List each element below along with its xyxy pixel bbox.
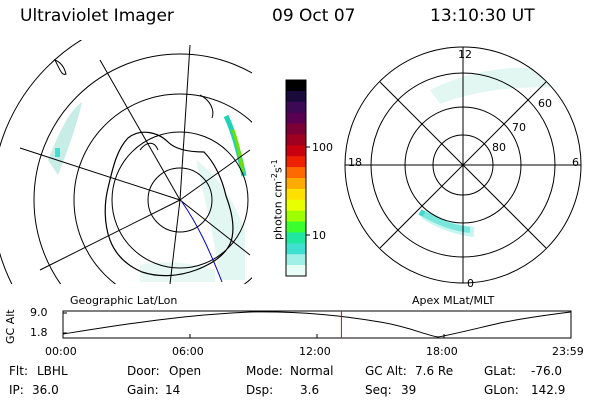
info-value: Open [169, 364, 202, 378]
meridian-lines [19, 44, 251, 284]
info-value: Normal [290, 364, 334, 378]
info-value: 36.0 [32, 383, 59, 397]
colorbar-band [286, 112, 306, 125]
unit-exp2: -1 [270, 159, 279, 168]
colorbar-band [286, 199, 306, 212]
info-key: Door: [127, 364, 160, 378]
colorbar [286, 80, 306, 277]
colorbar-band [286, 221, 306, 234]
info-value: 39 [401, 383, 417, 397]
colorbar-band [286, 188, 306, 201]
gc-alt-axis-label: GC Alt [4, 309, 17, 344]
unit-s: s [271, 167, 285, 174]
orbit-timeline [62, 310, 572, 339]
mlat-label-70: 70 [512, 121, 526, 134]
colorbar-band [286, 232, 306, 244]
geographic-map [0, 40, 252, 284]
colorbar-band [286, 243, 306, 255]
orbit-track [181, 201, 223, 283]
mlat-label-60: 60 [538, 97, 552, 110]
colorbar-tick-10: 10 [312, 229, 326, 242]
x-tick-1800: 18:00 [426, 345, 458, 358]
colorbar-band [286, 90, 306, 103]
time-label: 13:10:30 UT [430, 6, 535, 26]
aurora-spot [55, 148, 60, 157]
mlat-label-80: 80 [492, 141, 506, 154]
date-label: 09 Oct 07 [272, 6, 356, 26]
altitude-curve [62, 311, 572, 338]
aurora-speckle [48, 102, 245, 282]
colorbar-band [286, 123, 306, 136]
x-tick-1200: 12:00 [299, 345, 331, 358]
aurora-oval-top [430, 67, 575, 104]
info-value: 3.6 [300, 383, 320, 397]
colorbar-band [286, 134, 306, 146]
x-tick-0600: 06:00 [172, 345, 204, 358]
info-value: 142.9 [531, 383, 566, 397]
colorbar-frame [285, 79, 307, 277]
latitude-circles [0, 40, 252, 284]
info-key: Gain: [127, 383, 159, 397]
colorbar-band [286, 145, 306, 157]
info-value: -76.0 [531, 364, 563, 378]
info-value: LBHL [37, 364, 68, 378]
info-key: GC Alt: [365, 364, 407, 378]
colorbar-band [286, 167, 306, 179]
colorbar-band [286, 178, 306, 190]
info-key: GLon: [484, 383, 519, 397]
info-key: IP: [9, 383, 24, 397]
colorbar-band [286, 265, 306, 277]
info-key: GLat: [484, 364, 517, 378]
apex-caption: Apex MLat/MLT [412, 294, 495, 307]
info-key: Flt: [9, 364, 28, 378]
mlt-label-6: 6 [572, 156, 579, 169]
info-key: Seq: [365, 383, 392, 397]
info-value: 14 [165, 383, 181, 397]
mlt-label-18: 18 [348, 156, 362, 169]
colorbar-band [286, 210, 306, 223]
x-tick-0000: 00:00 [45, 345, 77, 358]
colorbar-band [286, 254, 306, 266]
unit-text: photon cm [271, 181, 285, 240]
colorbar-band [286, 101, 306, 114]
info-key: Dsp: [246, 383, 274, 397]
unit-exp1: -2 [270, 173, 279, 182]
colorbar-band [286, 80, 306, 92]
antarctica-outline [104, 131, 234, 277]
mlat-mlt-polar [344, 46, 582, 284]
y-tick-9: 9.0 [30, 306, 48, 319]
mlt-label-0: 0 [467, 277, 474, 290]
geographic-caption: Geographic Lat/Lon [70, 294, 178, 307]
colorbar-unit-label: photon cm-2s-1 [270, 159, 285, 240]
mlt-label-12: 12 [458, 48, 472, 61]
x-tick-2359: 23:59 [552, 345, 584, 358]
colorbar-tick-100: 100 [312, 141, 333, 154]
info-value: 7.6 Re [415, 364, 454, 378]
instrument-title: Ultraviolet Imager [20, 6, 174, 26]
colorbar-band [286, 156, 306, 168]
info-key: Mode: [246, 364, 283, 378]
y-tick-1-8: 1.8 [30, 326, 48, 339]
